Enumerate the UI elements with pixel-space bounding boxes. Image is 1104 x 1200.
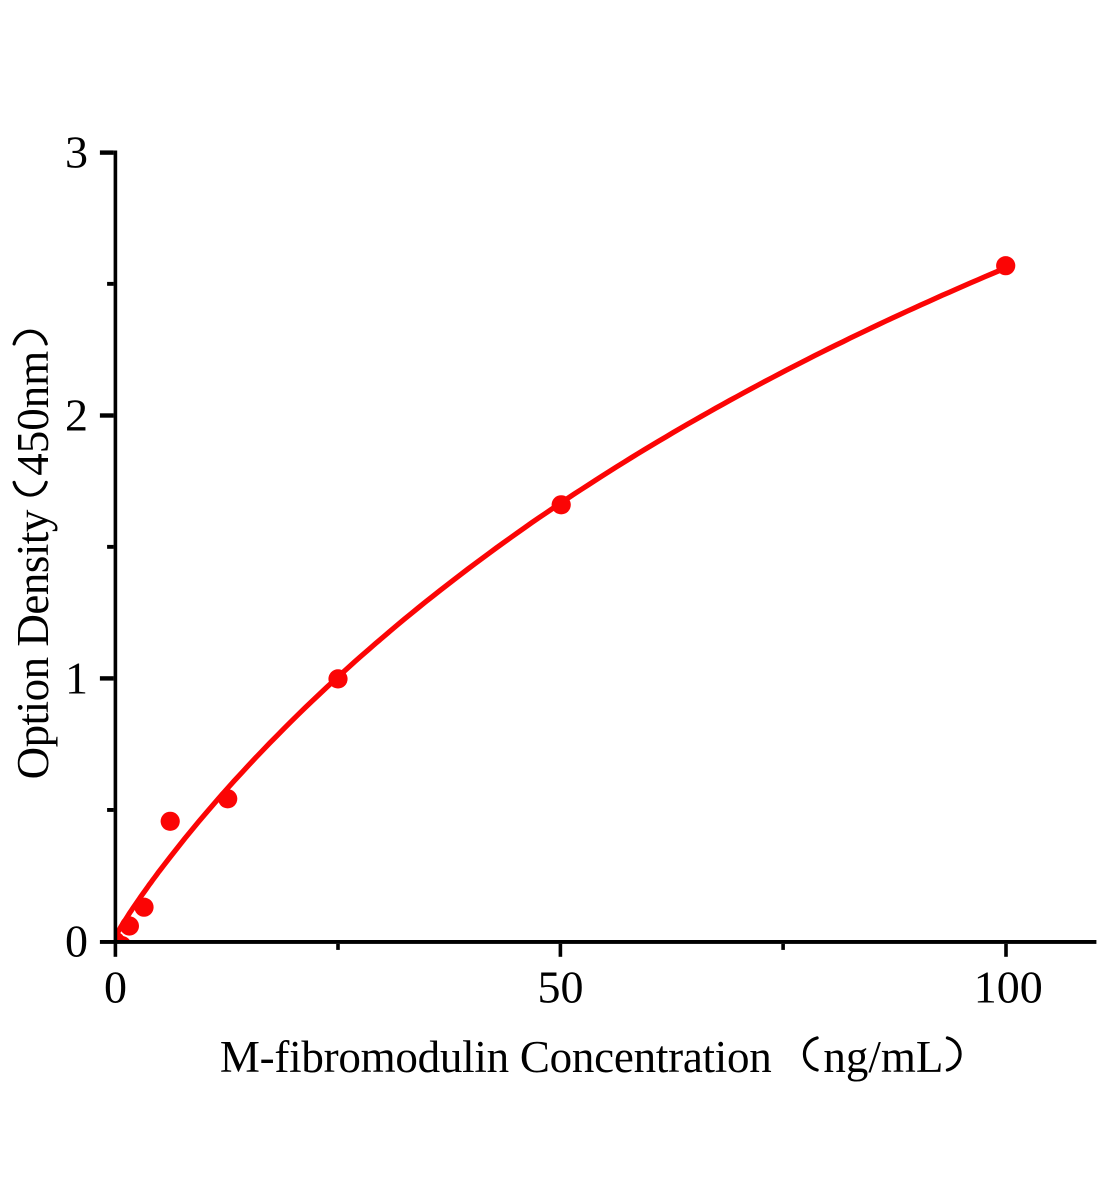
svg-text:M-fibromodulin Concentration: M-fibromodulin Concentration <box>220 1032 772 1082</box>
svg-text:3: 3 <box>65 127 88 178</box>
svg-text:Option Density: Option Density <box>8 509 58 779</box>
svg-text:100: 100 <box>974 961 1043 1012</box>
svg-text:0: 0 <box>65 915 88 966</box>
svg-text:450nm: 450nm <box>8 351 58 476</box>
svg-text:2: 2 <box>65 390 88 441</box>
svg-text:1: 1 <box>65 653 88 704</box>
svg-text:ng/mL: ng/mL <box>823 1032 943 1082</box>
svg-text:50: 50 <box>538 961 584 1012</box>
svg-text:0: 0 <box>104 961 127 1012</box>
